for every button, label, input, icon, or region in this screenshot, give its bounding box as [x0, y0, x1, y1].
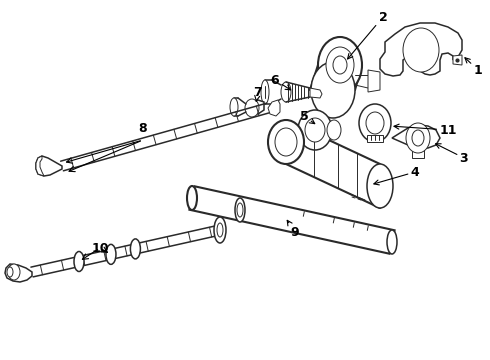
Text: 7: 7 [254, 86, 262, 102]
Ellipse shape [366, 112, 384, 134]
Polygon shape [5, 264, 32, 282]
Polygon shape [368, 70, 380, 92]
Polygon shape [190, 186, 394, 254]
Text: 11: 11 [394, 123, 457, 136]
Polygon shape [392, 125, 440, 148]
Polygon shape [310, 88, 322, 98]
Text: 6: 6 [270, 73, 291, 90]
Ellipse shape [406, 123, 430, 153]
Ellipse shape [311, 62, 355, 118]
Ellipse shape [74, 252, 84, 271]
Text: 4: 4 [374, 166, 419, 185]
Ellipse shape [245, 99, 259, 117]
Polygon shape [412, 148, 424, 158]
Ellipse shape [106, 244, 116, 264]
Polygon shape [36, 156, 62, 176]
Ellipse shape [327, 120, 341, 140]
Ellipse shape [333, 56, 347, 74]
Polygon shape [268, 100, 280, 116]
Ellipse shape [318, 37, 362, 93]
Ellipse shape [187, 186, 197, 210]
Ellipse shape [305, 118, 325, 142]
Polygon shape [246, 100, 264, 114]
Text: 10: 10 [91, 242, 109, 255]
Ellipse shape [298, 110, 332, 150]
Ellipse shape [237, 203, 243, 217]
Ellipse shape [268, 120, 304, 164]
Ellipse shape [235, 198, 245, 222]
Text: 8: 8 [139, 122, 147, 135]
Text: 5: 5 [299, 109, 315, 124]
Text: 2: 2 [347, 10, 388, 59]
Ellipse shape [7, 267, 13, 277]
Ellipse shape [214, 217, 226, 243]
Ellipse shape [8, 264, 20, 280]
Polygon shape [367, 135, 383, 142]
Ellipse shape [403, 28, 439, 72]
Ellipse shape [387, 230, 397, 254]
Ellipse shape [130, 239, 141, 259]
Ellipse shape [281, 82, 291, 102]
Text: 1: 1 [465, 58, 482, 77]
Ellipse shape [261, 80, 269, 104]
Polygon shape [36, 156, 44, 176]
Text: 3: 3 [436, 144, 468, 165]
Polygon shape [453, 55, 462, 65]
Ellipse shape [217, 223, 223, 237]
Ellipse shape [367, 164, 393, 208]
Ellipse shape [230, 98, 238, 116]
Text: 9: 9 [287, 220, 299, 239]
Polygon shape [328, 122, 340, 138]
Ellipse shape [412, 130, 424, 146]
Ellipse shape [326, 47, 354, 83]
Ellipse shape [359, 104, 391, 142]
Ellipse shape [275, 128, 297, 156]
Polygon shape [380, 23, 462, 76]
